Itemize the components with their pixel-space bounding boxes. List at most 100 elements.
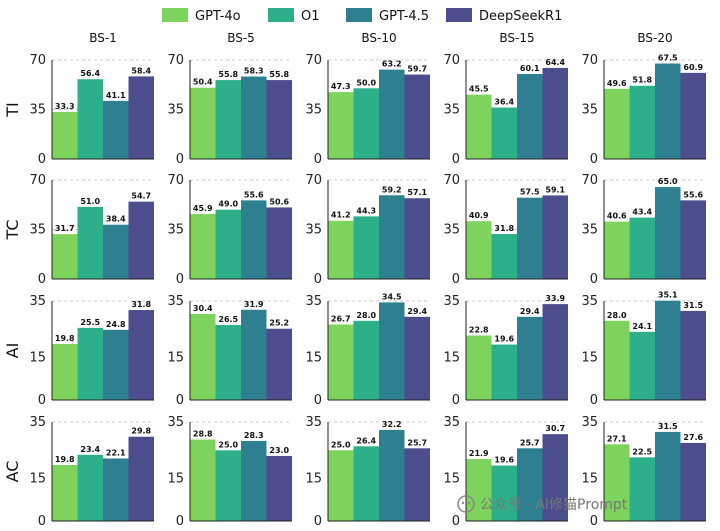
watermark-text: 公众号 · AI修猫Prompt <box>480 497 628 513</box>
bar <box>604 444 630 521</box>
panel: 0 15 35 27.1 22.5 31.5 27.6 <box>581 415 706 529</box>
column-title: BS-10 <box>361 31 396 45</box>
legend-label: GPT-4o <box>195 9 241 24</box>
y-tick-label: 0 <box>176 514 184 529</box>
y-tick-label: 35 <box>167 294 184 309</box>
bar-value-label: 31.7 <box>55 224 75 233</box>
bar-value-label: 33.3 <box>55 102 75 111</box>
y-tick-label: 15 <box>305 351 322 366</box>
legend-item: O1 <box>268 8 320 24</box>
y-tick-label: 35 <box>443 223 460 238</box>
bar <box>680 310 706 400</box>
bar <box>604 221 630 279</box>
row-label: AI <box>3 343 22 359</box>
bar-value-label: 19.6 <box>494 335 514 344</box>
legend-swatch <box>162 8 188 22</box>
wechat-icon <box>457 495 475 513</box>
bar-value-label: 36.4 <box>494 98 514 107</box>
bar <box>266 207 292 279</box>
bar-value-label: 27.1 <box>607 434 627 443</box>
bar <box>215 325 241 400</box>
y-tick-label: 35 <box>167 223 184 238</box>
panel: 0 15 35 30.4 26.5 31.9 25.2 <box>167 294 292 408</box>
bar-value-label: 50.6 <box>269 197 289 206</box>
y-tick-label: 15 <box>29 351 46 366</box>
bar-value-label: 59.7 <box>407 65 427 74</box>
panel: 0 35 70 45.9 49.0 55.6 50.6 <box>167 173 292 287</box>
y-tick-label: 0 <box>590 152 598 167</box>
bar-value-label: 58.4 <box>131 66 151 75</box>
bar <box>353 216 379 279</box>
bar-value-label: 23.0 <box>269 446 289 455</box>
y-tick-label: 70 <box>167 53 184 68</box>
bar-value-label: 30.7 <box>545 424 565 433</box>
bar <box>629 85 655 159</box>
legend-item: DeepSeekR1 <box>446 8 562 24</box>
legend-label: O1 <box>301 9 320 24</box>
y-tick-label: 0 <box>590 514 598 529</box>
bar-value-label: 31.8 <box>494 224 514 233</box>
bar <box>379 195 405 279</box>
bar <box>542 434 568 521</box>
panel: 0 35 70 31.7 51.0 38.4 54.7 <box>29 173 154 287</box>
bar <box>629 457 655 521</box>
y-tick-label: 0 <box>452 514 460 529</box>
bar-value-label: 65.0 <box>658 177 678 186</box>
panel: 0 35 70 47.3 50.0 63.2 59.7 <box>305 53 430 167</box>
bar <box>241 440 267 521</box>
bar-value-label: 59.1 <box>545 185 565 194</box>
bar-value-label: 67.5 <box>658 54 678 63</box>
bar-value-label: 19.8 <box>55 455 75 464</box>
bar-value-label: 45.9 <box>193 204 213 213</box>
panel: 0 35 70 49.6 51.8 67.5 60.9 <box>581 53 706 167</box>
panel: 0 35 70 45.5 36.4 60.1 64.4 <box>443 53 568 167</box>
y-tick-label: 35 <box>443 103 460 118</box>
bar <box>328 220 354 279</box>
legend-swatch <box>268 8 294 22</box>
y-tick-label: 0 <box>452 393 460 408</box>
y-tick-label: 70 <box>29 53 46 68</box>
bar-value-label: 55.6 <box>683 190 703 199</box>
y-tick-label: 70 <box>581 173 598 188</box>
bar-value-label: 57.5 <box>520 188 540 197</box>
bar <box>629 331 655 400</box>
bar <box>328 450 354 521</box>
bar <box>604 88 630 159</box>
bar-value-label: 29.4 <box>407 307 427 316</box>
row-label: AC <box>3 461 22 483</box>
bar-value-label: 25.7 <box>520 438 540 447</box>
y-tick-label: 15 <box>581 351 598 366</box>
bar <box>404 316 430 400</box>
bar <box>103 100 129 159</box>
bar <box>241 200 267 279</box>
bar-value-label: 26.5 <box>218 315 238 324</box>
bar-value-label: 54.7 <box>131 192 151 201</box>
bar <box>379 302 405 400</box>
y-tick-label: 0 <box>314 152 322 167</box>
y-tick-label: 15 <box>443 351 460 366</box>
bar <box>52 111 78 159</box>
bar-value-label: 55.6 <box>244 190 264 199</box>
bar <box>491 465 517 521</box>
panel: 0 15 35 22.8 19.6 29.4 33.9 <box>443 294 568 408</box>
bar-value-label: 51.0 <box>80 197 100 206</box>
y-tick-label: 35 <box>29 103 46 118</box>
panel: 0 15 35 26.7 28.0 34.5 29.4 <box>305 292 430 408</box>
panel: 0 15 35 19.8 23.4 22.1 29.8 <box>29 415 154 529</box>
bar <box>241 76 267 159</box>
bar-value-label: 47.3 <box>331 82 351 91</box>
bar <box>215 450 241 521</box>
bar <box>128 201 154 279</box>
y-tick-label: 35 <box>167 103 184 118</box>
bar <box>491 107 517 159</box>
legend-label: GPT-4.5 <box>379 9 429 24</box>
y-tick-label: 35 <box>581 415 598 430</box>
bar-value-label: 29.8 <box>131 427 151 436</box>
y-tick-label: 70 <box>167 173 184 188</box>
y-tick-label: 35 <box>581 223 598 238</box>
bar <box>379 69 405 159</box>
bar-value-label: 25.5 <box>80 318 100 327</box>
bar <box>266 328 292 400</box>
bar-value-label: 50.0 <box>356 78 376 87</box>
y-tick-label: 70 <box>443 173 460 188</box>
